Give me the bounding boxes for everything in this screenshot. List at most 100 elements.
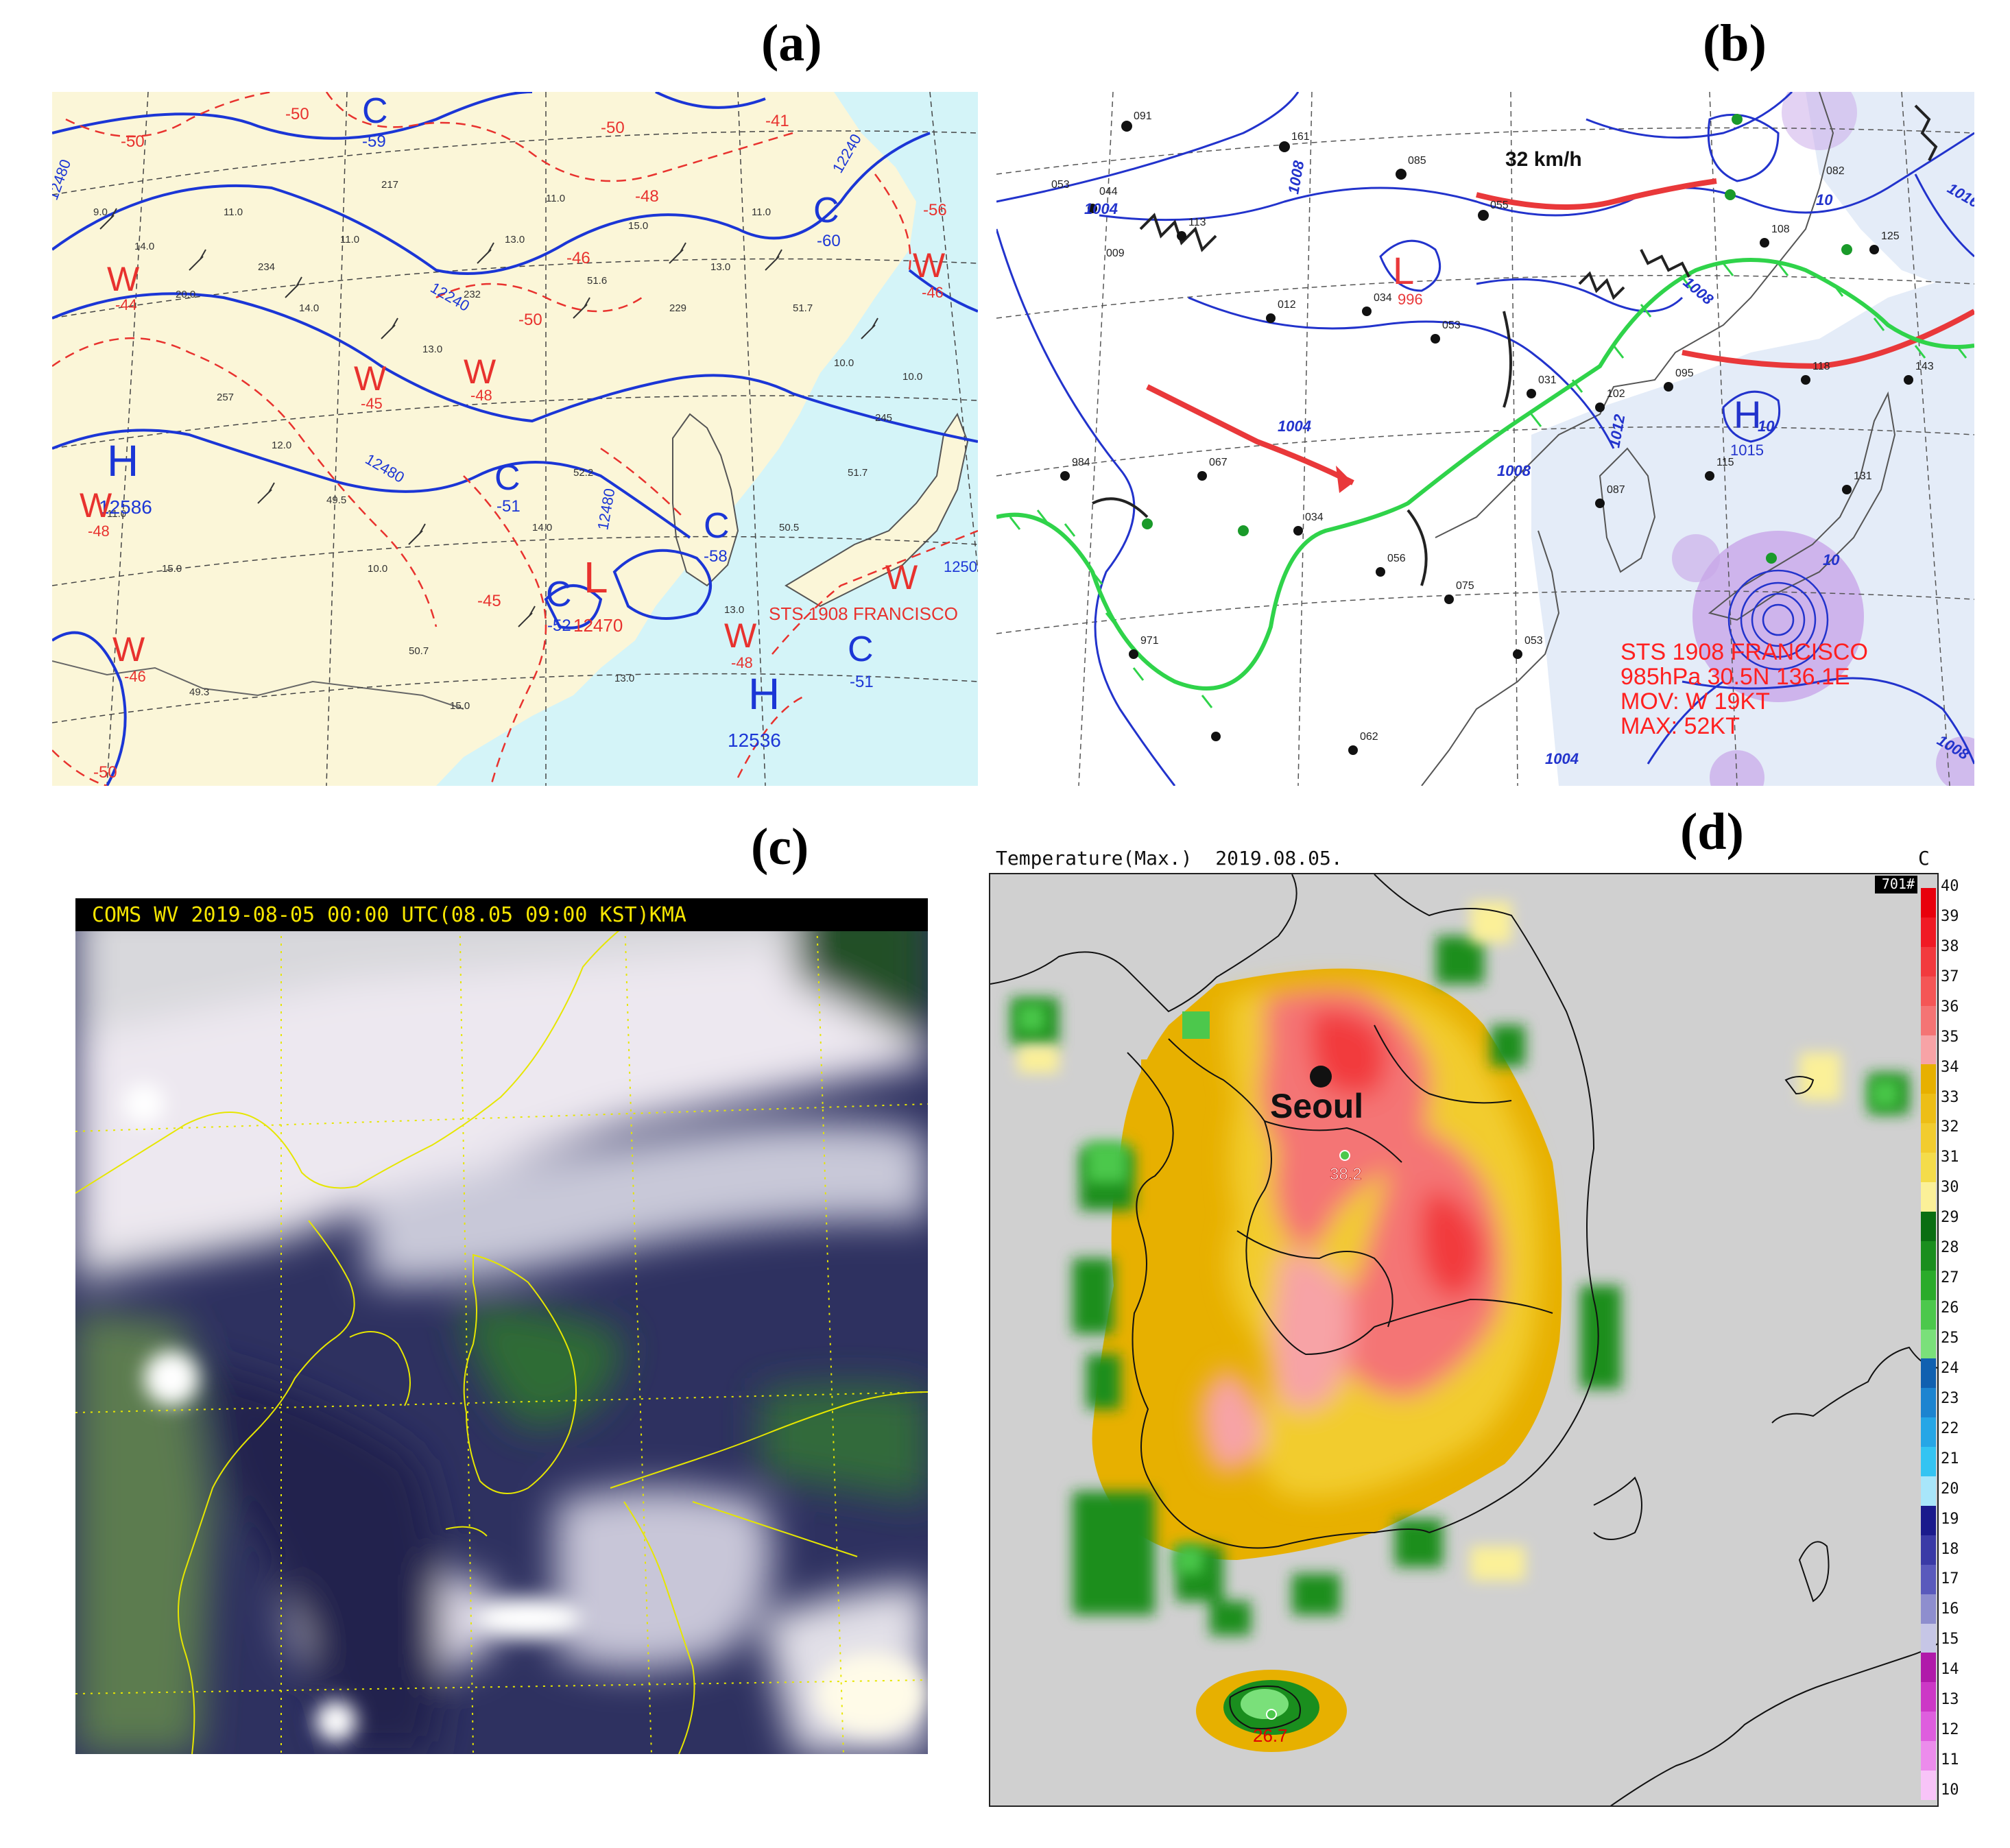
- svg-text:044: 044: [1099, 186, 1118, 197]
- svg-text:C: C: [704, 506, 730, 546]
- colorbar-tick-label: 36: [1941, 998, 1959, 1016]
- panel-b-stationary-front: [996, 258, 1974, 691]
- svg-text:W: W: [885, 558, 918, 597]
- panel-b-map: 091 161 085 055 044 113 012 034 053 031 102 095 06…: [996, 92, 1974, 786]
- colorbar-tick-label: 31: [1941, 1149, 1959, 1166]
- svg-text:257: 257: [217, 392, 234, 403]
- svg-text:-50: -50: [121, 132, 145, 151]
- colorbar-tick-label: 20: [1941, 1480, 1959, 1498]
- svg-text:108: 108: [1771, 224, 1790, 235]
- colorbar-segment: [1921, 1358, 1936, 1389]
- svg-text:13.0: 13.0: [614, 673, 634, 684]
- svg-text:10: 10: [1816, 191, 1833, 208]
- svg-text:12.0: 12.0: [272, 440, 291, 451]
- svg-text:1008: 1008: [1497, 462, 1531, 479]
- svg-text:15.0: 15.0: [450, 700, 470, 712]
- panel-b-high-value: 1015: [1730, 442, 1764, 459]
- svg-text:-46: -46: [124, 668, 146, 685]
- svg-text:091: 091: [1134, 110, 1152, 122]
- colorbar-segment: [1921, 1771, 1936, 1801]
- svg-text:229: 229: [669, 302, 686, 314]
- svg-text:-44: -44: [115, 296, 137, 313]
- panel-d-seoul-label: Seoul: [1270, 1087, 1363, 1125]
- svg-text:11.0: 11.0: [224, 206, 243, 218]
- colorbar-tick-label: 38: [1941, 937, 1959, 955]
- panel-c-header-text: COMS WV 2019-08-05 00:00 UTC(08.05 09:00…: [92, 903, 686, 927]
- colorbar-segment: [1921, 1153, 1936, 1183]
- panel-c-satellite-image: COMS WV 2019-08-05 00:00 UTC(08.05 09:00…: [75, 898, 928, 1754]
- svg-text:053: 053: [1051, 179, 1070, 191]
- colorbar-segment: [1921, 1741, 1936, 1771]
- svg-text:10: 10: [1823, 551, 1840, 568]
- panel-a-low-value: 12470: [573, 615, 623, 636]
- panel-b-surface-chart: 091 161 085 055 044 113 012 034 053 031 102 095 06…: [996, 92, 1974, 786]
- svg-text:-58: -58: [704, 547, 728, 566]
- svg-text:13.0: 13.0: [724, 604, 744, 616]
- svg-text:-46: -46: [922, 284, 944, 301]
- colorbar-tick-label: 27: [1941, 1269, 1959, 1287]
- svg-text:10.0: 10.0: [902, 371, 922, 383]
- svg-text:118: 118: [1812, 361, 1830, 372]
- svg-text:-45: -45: [361, 395, 383, 412]
- svg-text:13.0: 13.0: [422, 344, 442, 355]
- svg-text:13.0: 13.0: [710, 261, 730, 273]
- svg-text:-56: -56: [923, 201, 947, 219]
- svg-text:984: 984: [1072, 457, 1090, 468]
- svg-text:062: 062: [1360, 731, 1378, 743]
- colorbar-segment: [1921, 1182, 1936, 1212]
- svg-text:-52: -52: [547, 616, 571, 635]
- svg-text:102: 102: [1607, 388, 1625, 400]
- colorbar-tick-label: 16: [1941, 1600, 1959, 1618]
- colorbar-tick-label: 14: [1941, 1661, 1959, 1679]
- colorbar-segment: [1921, 1623, 1936, 1653]
- colorbar-tick-label: 33: [1941, 1088, 1959, 1106]
- panel-label-c: (c): [751, 818, 809, 876]
- svg-text:49.3: 49.3: [189, 686, 209, 698]
- colorbar-segment: [1921, 1682, 1936, 1712]
- svg-text:20.0: 20.0: [176, 289, 195, 300]
- svg-text:075: 075: [1456, 580, 1474, 592]
- svg-text:031: 031: [1538, 374, 1557, 386]
- svg-text:12500: 12500: [944, 558, 978, 575]
- panel-a-high-2: H: [748, 669, 780, 719]
- svg-text:-41: -41: [765, 112, 789, 130]
- panel-b-speed: 32 km/h: [1505, 148, 1582, 171]
- colorbar-segment: [1921, 976, 1936, 1007]
- panel-d-seoul-marker: [1310, 1066, 1332, 1088]
- colorbar-tick-label: 28: [1941, 1239, 1959, 1257]
- svg-text:W: W: [354, 359, 387, 398]
- panel-a-isotherms: [52, 92, 978, 786]
- svg-text:034: 034: [1374, 292, 1392, 304]
- svg-text:11.0: 11.0: [107, 508, 126, 520]
- panel-c-wv-image: [75, 898, 928, 1754]
- svg-text:W: W: [80, 486, 112, 525]
- colorbar-segment: [1921, 1564, 1936, 1595]
- colorbar-tick-label: 10: [1941, 1781, 1959, 1799]
- panel-a-upper-air-chart: 9.0 14.0 20.0 11.0 234 14.0 11.0 217 13.0 232 13…: [52, 92, 978, 786]
- svg-text:50.7: 50.7: [409, 645, 429, 657]
- colorbar-segment: [1921, 1594, 1936, 1624]
- svg-text:053: 053: [1442, 320, 1461, 331]
- panel-b-troughs: [1092, 104, 1938, 586]
- svg-text:14.0: 14.0: [532, 522, 552, 533]
- panel-b-high: H: [1734, 393, 1761, 436]
- colorbar-segment: [1921, 1388, 1936, 1418]
- colorbar-tick-label: 12: [1941, 1721, 1959, 1739]
- svg-text:-48: -48: [635, 187, 659, 206]
- svg-text:51.7: 51.7: [848, 467, 868, 479]
- svg-text:087: 087: [1607, 484, 1625, 496]
- colorbar-segment: [1921, 1270, 1936, 1301]
- svg-text:012: 012: [1278, 299, 1296, 311]
- colorbar-segment: [1921, 1535, 1936, 1565]
- panel-a-japan: [785, 412, 969, 608]
- svg-text:161: 161: [1291, 131, 1310, 143]
- colorbar-segment: [1921, 1240, 1936, 1271]
- colorbar-segment: [1921, 1211, 1936, 1242]
- panel-a-map: 9.0 14.0 20.0 11.0 234 14.0 11.0 217 13.0 232 13…: [52, 92, 978, 786]
- svg-text:15.0: 15.0: [162, 563, 182, 575]
- panel-d-title: Temperature(Max.) 2019.08.05. C: [996, 847, 1939, 874]
- svg-text:MAX: 52KT: MAX: 52KT: [1620, 713, 1740, 739]
- svg-text:14.0: 14.0: [134, 241, 154, 252]
- svg-text:C: C: [546, 575, 572, 614]
- panel-label-a: (a): [761, 14, 822, 72]
